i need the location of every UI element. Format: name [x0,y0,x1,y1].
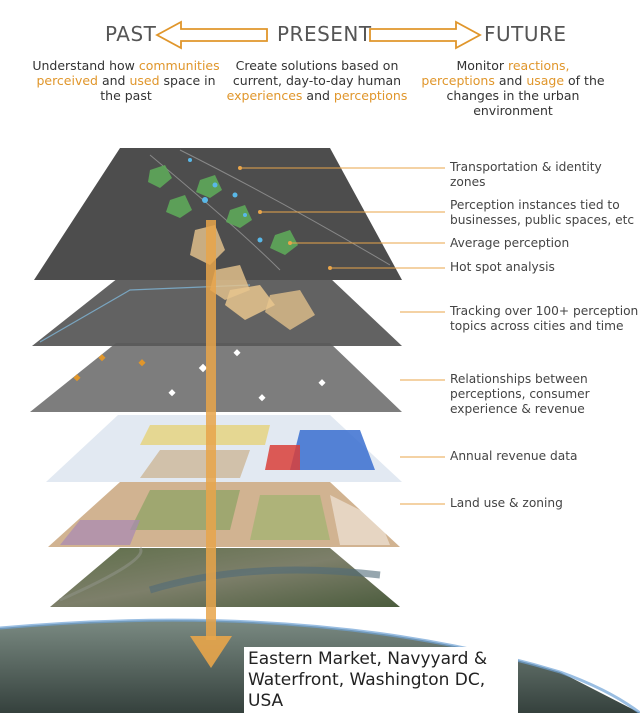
right-arrow-icon [369,20,482,50]
past-title: PAST [105,22,157,46]
layer-revenue [46,415,402,482]
down-arrow-icon [190,220,232,668]
layer-perception-map [34,148,402,300]
past-description: Understand how communities perceived and… [32,58,220,103]
callout-average-perception: Average perception [450,236,570,250]
callout-transportation: Transportation & identity zones [450,160,602,189]
callout-land-use: Land use & zoning [450,496,563,510]
timeline-header: PAST PRESENT FUTURE Understand how commu… [0,0,640,118]
present-title: PRESENT [277,22,372,46]
callout-hot-spot: Hot spot analysis [450,260,555,274]
left-arrow-icon [155,20,268,50]
layer-land-use [48,482,400,547]
future-description: Monitor reactions, perceptions and usage… [421,58,605,118]
present-description: Create solutions based on current, day-t… [226,58,408,103]
callout-lines [240,167,445,505]
location-label: Eastern Market, Navyyard & Waterfront, W… [244,647,518,714]
callout-tracking: Tracking over 100+ perception topics acr… [450,304,639,333]
layer-satellite [50,547,400,607]
callout-dots [238,166,332,270]
future-title: FUTURE [484,22,567,46]
callout-perception-instances: Perception instances tied to businesses,… [450,198,635,227]
callout-revenue: Annual revenue data [450,449,578,463]
callout-relationships: Relationships between perceptions, consu… [450,372,590,416]
